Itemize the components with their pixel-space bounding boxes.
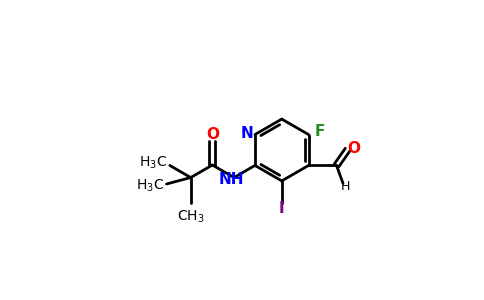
Text: I: I — [279, 201, 285, 216]
Text: N: N — [241, 126, 253, 141]
Text: H$_3$C: H$_3$C — [136, 177, 164, 194]
Text: O: O — [206, 128, 219, 142]
Text: NH: NH — [218, 172, 244, 187]
Text: O: O — [348, 141, 361, 156]
Text: F: F — [315, 124, 325, 139]
Text: H: H — [341, 181, 350, 194]
Text: H$_3$C: H$_3$C — [139, 155, 167, 171]
Text: CH$_3$: CH$_3$ — [177, 209, 205, 225]
